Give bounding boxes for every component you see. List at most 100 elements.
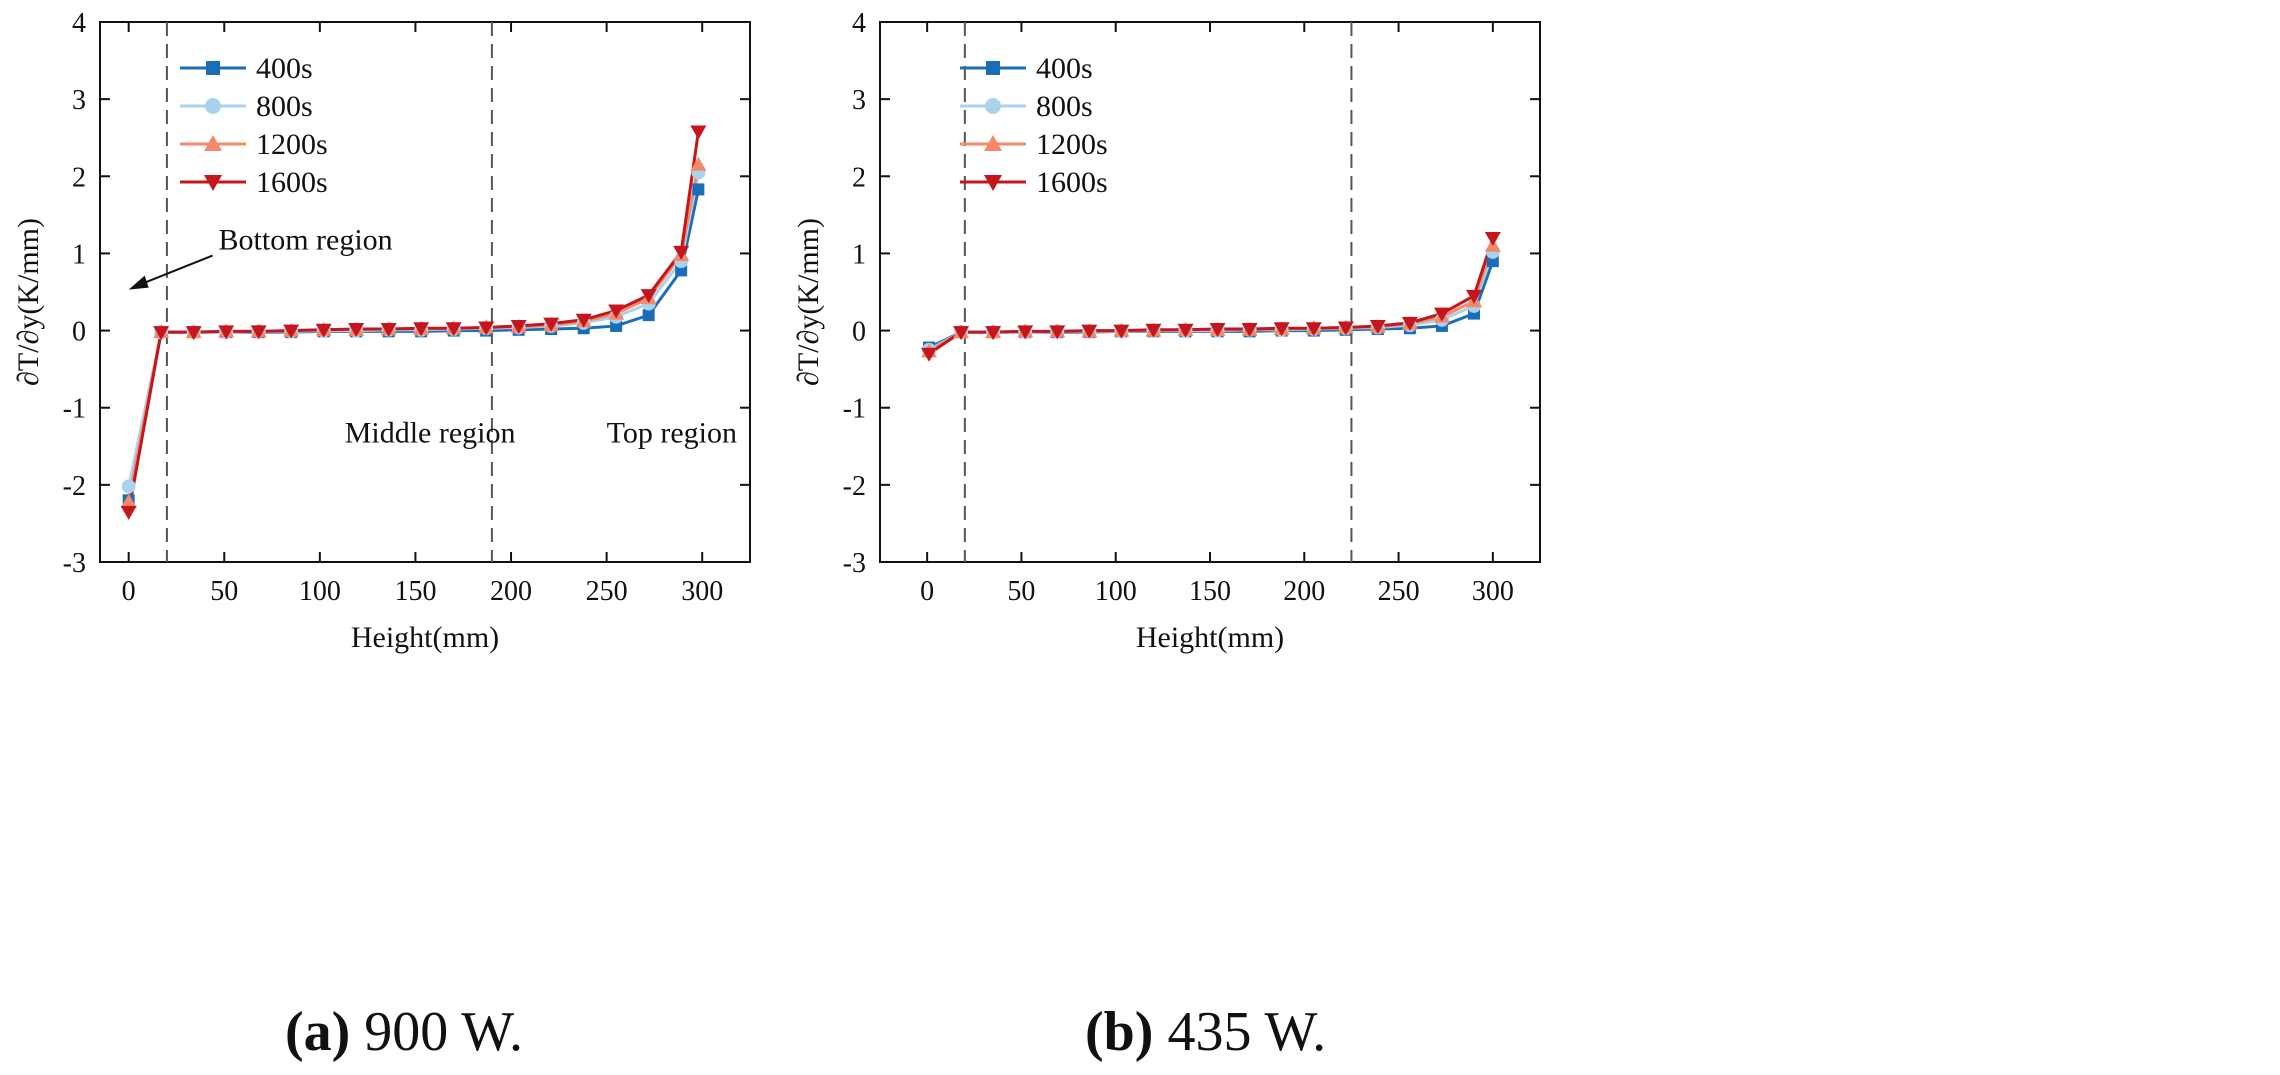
caption-a-letter: (a) — [285, 1001, 351, 1063]
marker-a-3-8 — [380, 323, 397, 338]
chart-a-svg: -3 -2 -1 0 1 2 3 4 0 50 100 150 200 250 300 Height(mm) ∂… — [12, 8, 751, 654]
caption-a: (a) 900 W. — [285, 1000, 523, 1064]
y-tick-label-b-7: 4 — [852, 8, 866, 39]
x-axis-label-b: Height(mm) — [1136, 621, 1284, 654]
y-tick-label-a-7: 4 — [72, 8, 86, 39]
marker-a-3-6 — [315, 323, 332, 338]
x-tick-label-a-5: 250 — [586, 576, 628, 607]
x-tick-label-b-3: 150 — [1189, 576, 1231, 607]
annotation-arrowhead-a-0 — [128, 275, 149, 290]
marker-a-3-0 — [120, 505, 137, 520]
series-markers-b-0 — [923, 255, 1499, 354]
chart-panel-a: -3 -2 -1 0 1 2 3 4 0 50 100 150 200 250 300 Height(mm) ∂… — [12, 8, 751, 654]
marker-a-0-16 — [642, 309, 655, 322]
marker-a-3-1 — [153, 326, 170, 341]
series-line-b-3 — [928, 237, 1495, 355]
y-tick-label-b-1: -2 — [843, 471, 866, 502]
series-markers-b-1 — [922, 244, 1500, 357]
y-tick-label-a-2: -1 — [63, 394, 86, 425]
marker-a-3-7 — [348, 323, 365, 338]
marker-a-3-18 — [690, 125, 707, 140]
y-axis-label-a: ∂T/∂y(K/mm) — [12, 218, 45, 386]
legend-label-a-1: 800s — [256, 90, 313, 123]
marker-a-3-3 — [218, 325, 235, 340]
marker-b-3-15 — [1401, 316, 1418, 331]
y-tick-label-a-5: 2 — [72, 162, 86, 193]
legend-marker-a-0 — [206, 61, 220, 75]
x-tick-label-b-6: 300 — [1472, 576, 1514, 607]
legend-label-b-3: 1600s — [1036, 166, 1108, 199]
series-markers-a-3 — [120, 125, 707, 520]
y-axis-label-b: ∂T/∂y(K/mm) — [792, 218, 825, 386]
y-tick-label-a-6: 3 — [72, 85, 86, 116]
marker-b-3-5 — [1081, 324, 1098, 339]
marker-b-3-18 — [1484, 232, 1501, 246]
annotation-a-0: Bottom region — [219, 224, 393, 257]
y-tick-label-b-5: 2 — [852, 162, 866, 193]
x-tick-label-a-2: 100 — [299, 576, 341, 607]
marker-a-3-9 — [413, 322, 430, 337]
legend-label-a-2: 1200s — [256, 128, 328, 161]
marker-b-3-16 — [1433, 307, 1450, 322]
plot-frame-a — [99, 21, 751, 563]
marker-a-1-0 — [121, 479, 136, 494]
series-line-a-0 — [127, 189, 700, 501]
marker-a-3-5 — [283, 324, 300, 339]
legend-label-b-1: 800s — [1036, 90, 1093, 123]
chart-b-svg: -3 -2 -1 0 1 2 3 4 0 50 100 150 200 250 300 Height(mm) ∂… — [792, 8, 1541, 654]
marker-a-3-15 — [608, 304, 625, 319]
marker-b-3-17 — [1466, 289, 1482, 304]
x-tick-label-a-0: 0 — [122, 576, 136, 607]
caption-b: (b) 435 W. — [1085, 1000, 1326, 1064]
marker-b-3-0 — [921, 347, 938, 362]
marker-a-3-16 — [640, 289, 657, 304]
series-markers-a-0 — [122, 183, 705, 507]
y-tick-label-a-3: 0 — [72, 317, 86, 348]
x-tick-label-a-4: 200 — [490, 576, 532, 607]
series-markers-b-2 — [921, 237, 1501, 358]
x-tick-label-a-6: 300 — [681, 576, 723, 607]
x-tick-label-b-4: 200 — [1283, 576, 1325, 607]
marker-b-3-9 — [1209, 323, 1226, 338]
marker-a-2-0 — [120, 493, 137, 508]
marker-b-3-1 — [953, 326, 970, 341]
marker-b-3-6 — [1113, 324, 1130, 339]
marker-a-0-18 — [692, 183, 705, 196]
x-tick-label-b-0: 0 — [920, 576, 934, 607]
y-tick-label-a-0: -3 — [63, 548, 86, 579]
legend-marker-a-1 — [205, 98, 221, 114]
marker-a-3-13 — [543, 317, 560, 332]
legend-marker-b-1 — [985, 98, 1001, 114]
y-tick-label-b-3: 0 — [852, 317, 866, 348]
marker-a-3-4 — [250, 325, 267, 340]
marker-a-3-10 — [445, 322, 462, 337]
y-tick-label-a-4: 1 — [72, 239, 86, 270]
marker-a-3-12 — [510, 319, 527, 334]
x-axis-label-a: Height(mm) — [351, 621, 499, 654]
legend-marker-b-2 — [984, 135, 1002, 151]
annotation-a-1: Middle region — [345, 416, 516, 449]
series-markers-b-3 — [921, 232, 1501, 362]
marker-a-2-18 — [690, 156, 707, 171]
marker-b-3-13 — [1337, 321, 1354, 336]
marker-b-3-3 — [1017, 325, 1034, 340]
legend-marker-a-2 — [204, 135, 222, 151]
annotation-arrow-a-0 — [134, 254, 213, 288]
caption-b-letter: (b) — [1085, 1001, 1154, 1063]
legend-label-a-0: 400s — [256, 52, 313, 85]
x-tick-label-b-1: 50 — [1007, 576, 1035, 607]
marker-a-3-11 — [478, 321, 495, 336]
marker-a-3-14 — [575, 313, 592, 328]
x-tick-label-a-1: 50 — [210, 576, 238, 607]
marker-b-3-4 — [1049, 325, 1066, 340]
legend-label-b-2: 1200s — [1036, 128, 1108, 161]
chart-panel-b: -3 -2 -1 0 1 2 3 4 0 50 100 150 200 250 300 Height(mm) ∂… — [780, 0, 1920, 1075]
marker-b-3-10 — [1241, 323, 1258, 338]
y-tick-label-b-0: -3 — [843, 548, 866, 579]
marker-a-3-2 — [185, 326, 202, 341]
marker-b-3-11 — [1273, 322, 1290, 337]
x-tick-label-b-5: 250 — [1378, 576, 1420, 607]
x-tick-label-b-2: 100 — [1095, 576, 1137, 607]
plot-frame-b — [879, 21, 1541, 563]
y-tick-label-b-2: -1 — [843, 394, 866, 425]
